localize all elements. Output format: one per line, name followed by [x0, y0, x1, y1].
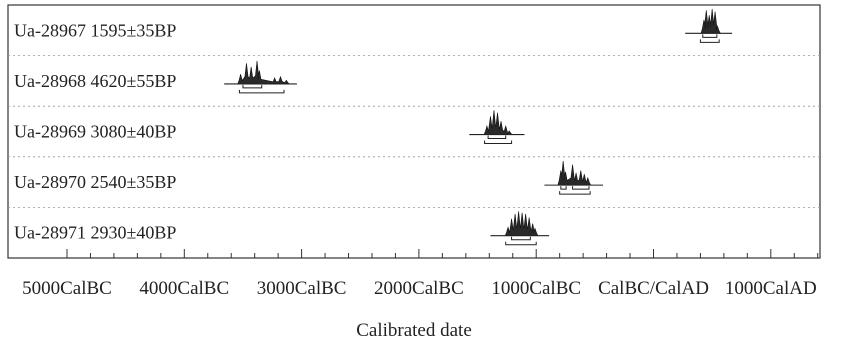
plot-frame [7, 4, 821, 259]
sample-label: Ua-28968 4620±55BP [14, 71, 176, 91]
x-axis-label: Calibrated date [356, 320, 472, 341]
range-95-bracket [559, 191, 591, 195]
x-tick-label: CalBC/CalAD [598, 278, 709, 299]
range-95-bracket [238, 89, 285, 94]
sample-label: Ua-28971 2930±40BP [14, 223, 176, 243]
range-68-bracket [702, 34, 718, 38]
probability-distribution [483, 110, 513, 135]
probability-distribution [700, 9, 721, 34]
range-68-bracket [511, 236, 531, 241]
sample-label: Ua-28970 2540±35BP [14, 172, 176, 192]
range-68-bracket [487, 135, 507, 140]
x-tick-label: 4000CalBC [139, 278, 229, 299]
probability-distribution [557, 160, 592, 186]
range-95-bracket [484, 140, 513, 145]
sample-label: Ua-28969 3080±40BP [14, 122, 176, 142]
x-tick-label: 1000CalAD [725, 278, 817, 299]
x-tick-label: 5000CalBC [22, 278, 112, 299]
range-95-bracket [699, 39, 720, 43]
probability-distribution [504, 211, 539, 237]
range-68-bracket [572, 186, 590, 190]
x-tick-label: 3000CalBC [257, 278, 347, 299]
range-68-bracket [560, 186, 567, 190]
range-68-bracket [242, 84, 263, 89]
range-95-bracket [505, 241, 537, 246]
probability-distribution [237, 60, 291, 85]
x-tick-label: 2000CalBC [374, 278, 464, 299]
sample-label: Ua-28967 1595±35BP [14, 20, 176, 40]
x-tick-label: 1000CalBC [491, 278, 581, 299]
